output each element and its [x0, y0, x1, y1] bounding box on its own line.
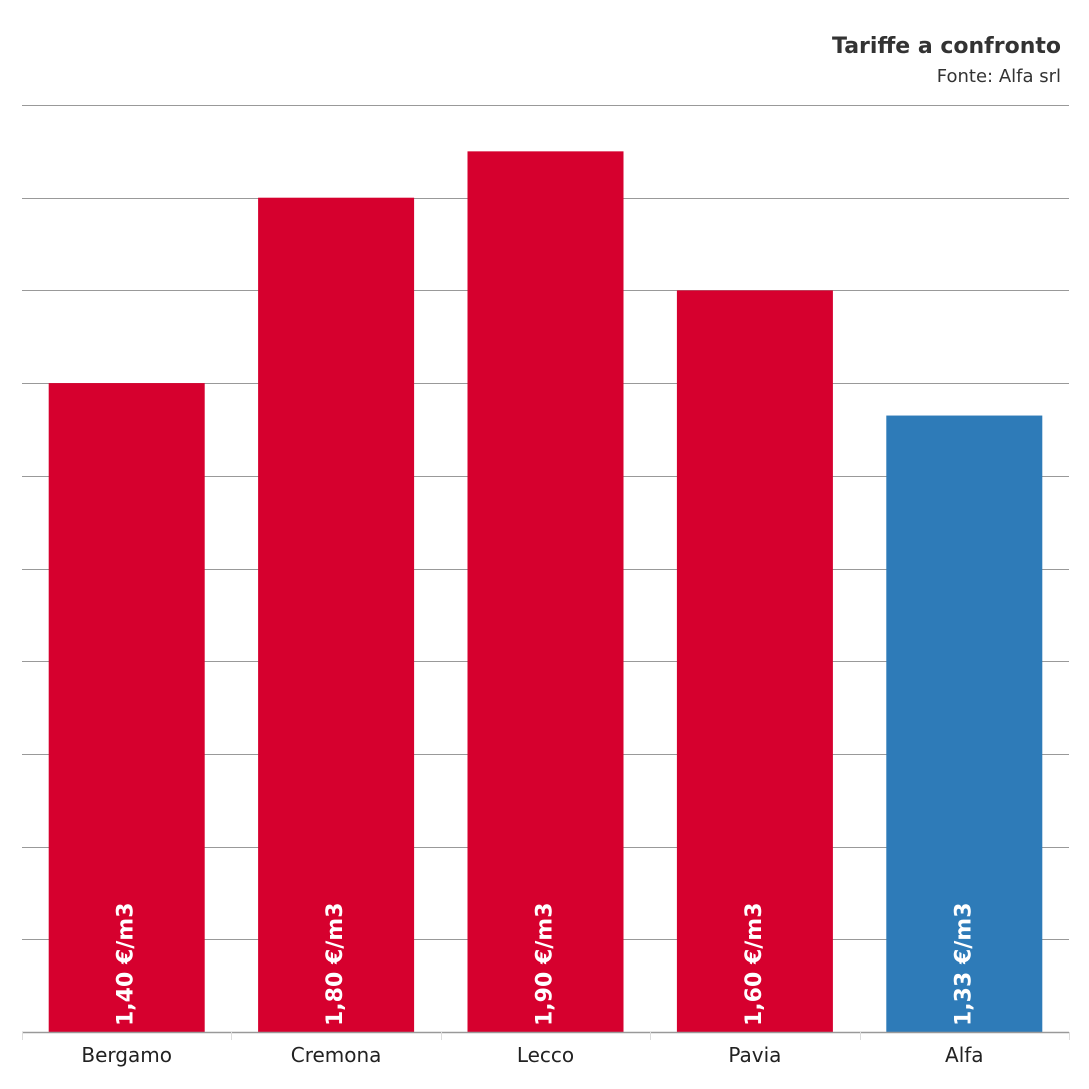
bar-value-label: 1,90 €/m3: [533, 902, 558, 1026]
bar-value-label: 1,80 €/m3: [323, 902, 348, 1026]
bar: [467, 151, 624, 1033]
x-tick-label: Alfa: [945, 1043, 984, 1067]
bar: [258, 197, 415, 1032]
bar-value-label: 1,40 €/m3: [114, 902, 139, 1026]
bars: 1,40 €/m3 1,80 €/m3 1,90 €/m3 1,60 €/m3 1,33…: [48, 151, 1043, 1033]
bar: [676, 290, 833, 1032]
bar-value-label: 1,33 €/m3: [951, 902, 976, 1026]
x-tick-label: Bergamo: [81, 1043, 172, 1067]
x-tick-label: Pavia: [728, 1043, 781, 1067]
chart-title: Tariffe a confronto: [832, 34, 1061, 59]
bar: [48, 383, 205, 1033]
x-tick-label: Cremona: [291, 1043, 382, 1067]
bar-value-label: 1,60 €/m3: [742, 902, 767, 1026]
chart-subtitle: Fonte: Alfa srl: [936, 66, 1061, 87]
bar: [886, 415, 1043, 1032]
x-tick-label: Lecco: [517, 1043, 574, 1067]
x-axis: Bergamo Cremona Lecco Pavia Alfa: [22, 1031, 1070, 1067]
